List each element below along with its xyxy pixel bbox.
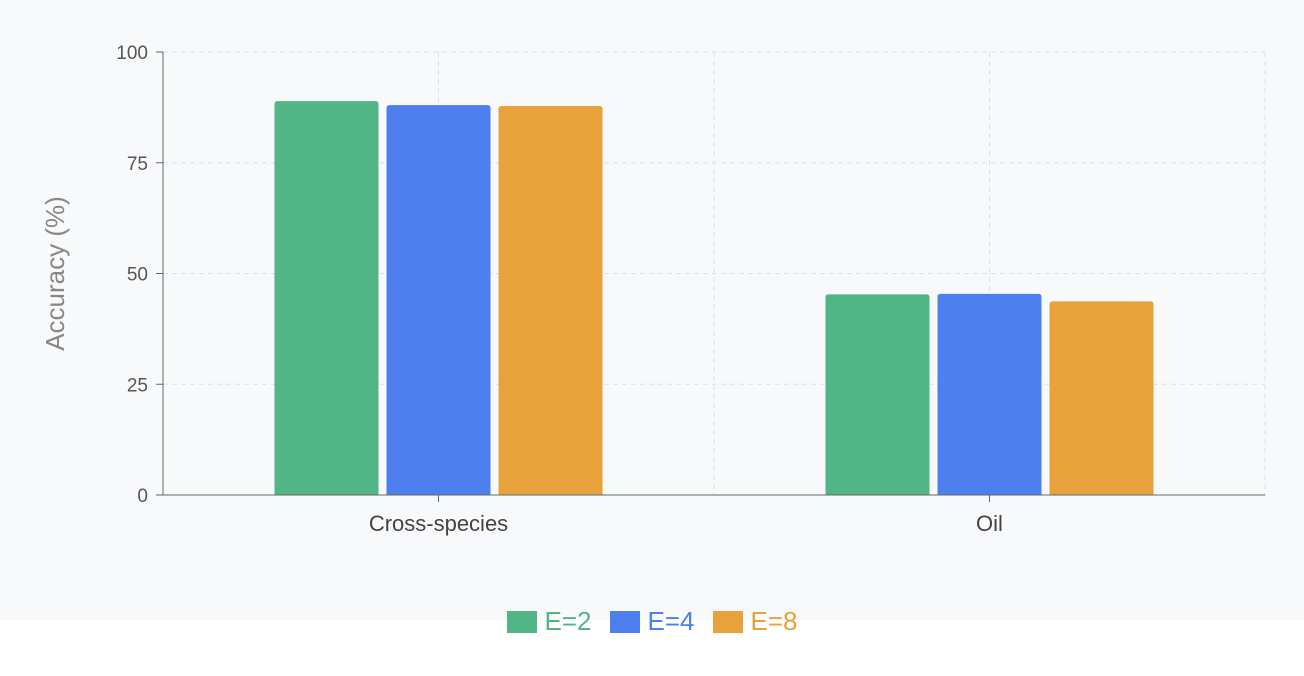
bar-E8-oil xyxy=(1049,301,1154,495)
y-tick-label: 50 xyxy=(127,265,148,286)
legend-swatch xyxy=(506,610,537,633)
bar-E2-oil xyxy=(825,294,930,495)
legend-item[interactable]: E=8 xyxy=(712,606,798,637)
bar-E2-cross-species xyxy=(274,101,379,495)
legend-swatch xyxy=(712,610,743,633)
y-tick-label: 100 xyxy=(116,43,148,64)
bar-E4-oil xyxy=(937,293,1042,495)
legend: E=2 E=4 E=8 xyxy=(0,606,1304,637)
x-tick-label: Cross-species xyxy=(369,511,508,536)
y-tick-label: 75 xyxy=(127,154,148,175)
legend-swatch xyxy=(609,610,640,633)
bar-chart: 0 25 50 75 100 Cross-species Oil Accuracy (%) xyxy=(40,43,1266,536)
bar-E4-cross-species xyxy=(386,105,491,495)
bar-E8-cross-species xyxy=(498,106,603,496)
y-tick-label: 25 xyxy=(127,375,148,396)
legend-label: E=2 xyxy=(544,606,592,636)
x-tick-label: Oil xyxy=(976,511,1003,536)
legend-label: E=8 xyxy=(750,606,798,636)
legend-item[interactable]: E=4 xyxy=(609,606,695,637)
legend-item[interactable]: E=2 xyxy=(506,606,592,637)
legend-label: E=4 xyxy=(647,606,695,636)
y-tick-label: 0 xyxy=(137,486,148,507)
y-axis-label: Accuracy (%) xyxy=(40,196,70,351)
